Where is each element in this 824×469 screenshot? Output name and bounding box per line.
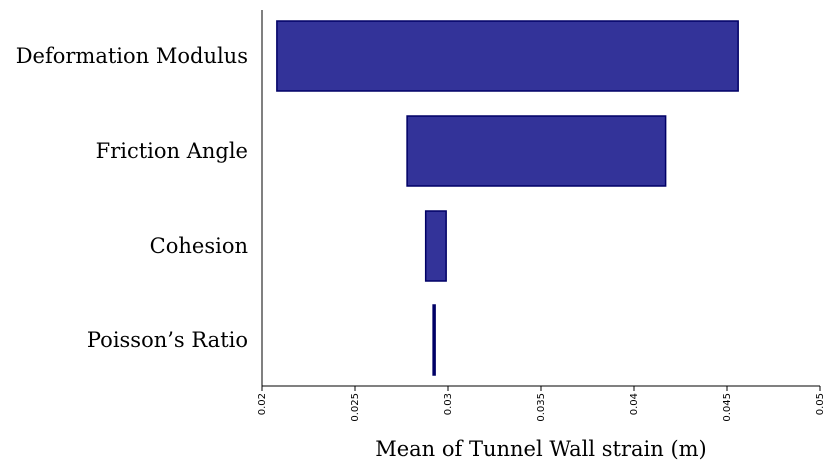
category-label-1: Friction Angle	[96, 139, 248, 163]
category-label-3: Poisson’s Ratio	[87, 328, 248, 352]
bar-0	[276, 20, 739, 92]
x-tick-label-2: 0.03	[443, 393, 454, 415]
category-labels: Deformation Modulus Friction Angle Cohesio…	[16, 44, 248, 352]
bar-1	[406, 115, 667, 187]
x-tick-label-3: 0.035	[536, 393, 547, 422]
bars-group	[276, 20, 739, 376]
category-label-2: Cohesion	[150, 234, 248, 258]
x-tick-label-1: 0.025	[350, 393, 361, 422]
x-tick-label-6: 0.05	[815, 393, 824, 415]
bar-3	[432, 304, 436, 376]
x-axis-ticks: 0.02 0.025 0.03 0.035 0.04 0.045 0.05	[257, 386, 824, 422]
bar-2	[424, 210, 447, 282]
category-label-0: Deformation Modulus	[16, 44, 248, 68]
x-tick-label-4: 0.04	[629, 393, 640, 415]
x-tick-label-5: 0.045	[722, 393, 733, 422]
x-tick-label-0: 0.02	[257, 393, 268, 415]
x-axis-title: Mean of Tunnel Wall strain (m)	[375, 437, 707, 461]
